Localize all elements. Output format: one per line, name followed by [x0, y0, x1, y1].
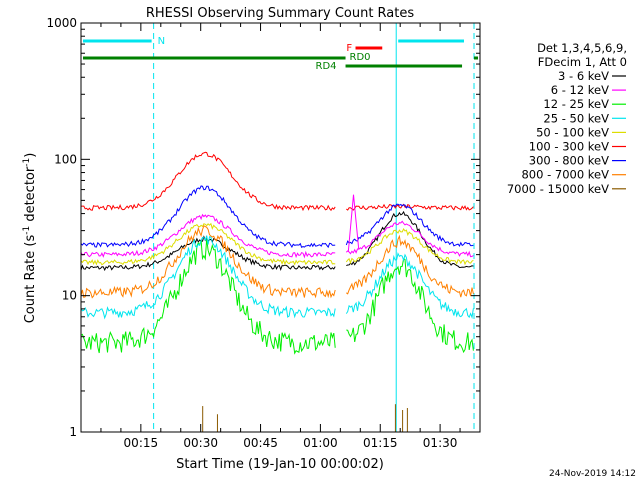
legend-header-line2: FDecim 1, Att 0 [538, 55, 627, 69]
legend-label-0: 3 - 6 keV [558, 69, 609, 83]
legend-label-2: 12 - 25 keV [543, 97, 609, 111]
legend-label-5: 100 - 300 keV [529, 140, 609, 154]
x-axis-label: Start Time (19-Jan-10 00:00:02) [176, 457, 384, 472]
legend-header-line1: Det 1,3,4,5,6,9, [537, 41, 627, 55]
x-tick-label: 01:00 [303, 436, 338, 450]
legend-label-1: 6 - 12 keV [551, 83, 609, 97]
footer-date: 24-Nov-2019 14:12 [549, 469, 636, 479]
legend: Det 1,3,4,5,6,9, FDecim 1, Att 0 3 - 6 k… [507, 41, 627, 196]
x-tick-label: 00:30 [183, 436, 218, 450]
axes-layer: 1 10 100 1000 00:15 00:30 00:45 01:00 01:15 01:30 [46, 16, 480, 450]
x-tick-label: 00:45 [243, 436, 278, 450]
series-line-5 [81, 152, 473, 210]
night-label: N [158, 36, 165, 47]
y-tick-label: 100 [54, 152, 77, 166]
rd0-label: RD0 [350, 52, 371, 63]
y-tick-label: 10 [62, 289, 77, 303]
y-axis-label-sup1: -1 [22, 226, 32, 235]
rd4-label: RD4 [316, 61, 337, 72]
y-axis-label-end: ) [23, 153, 38, 158]
plot-layer: N RD4 RD0F [81, 23, 478, 432]
plot-frame [81, 23, 480, 432]
x-tick-label: 01:15 [363, 436, 398, 450]
flare-label: F [346, 43, 352, 54]
y-tick-label: 1000 [46, 16, 77, 30]
y-axis-label-sup2: -1 [22, 158, 32, 167]
x-tick-label: 00:15 [124, 436, 159, 450]
y-tick-label: 1 [69, 425, 77, 439]
legend-label-7: 800 - 7000 keV [521, 168, 609, 182]
x-tick-label: 01:30 [423, 436, 458, 450]
legend-label-3: 25 - 50 keV [543, 111, 609, 125]
series-line-7 [81, 226, 473, 298]
legend-label-4: 50 - 100 keV [536, 125, 609, 139]
y-axis-label-mid: detector [23, 166, 38, 226]
chart-title: RHESSI Observing Summary Count Rates [146, 6, 415, 21]
y-axis-label: Count Rate (s-1 detector-1) [22, 153, 38, 324]
legend-label-6: 300 - 800 keV [529, 154, 609, 168]
series-line-3 [81, 236, 473, 318]
legend-label-8: 7000 - 15000 keV [507, 182, 609, 196]
series-line-2 [81, 239, 473, 353]
y-axis-label-main: Count Rate (s [23, 235, 38, 324]
